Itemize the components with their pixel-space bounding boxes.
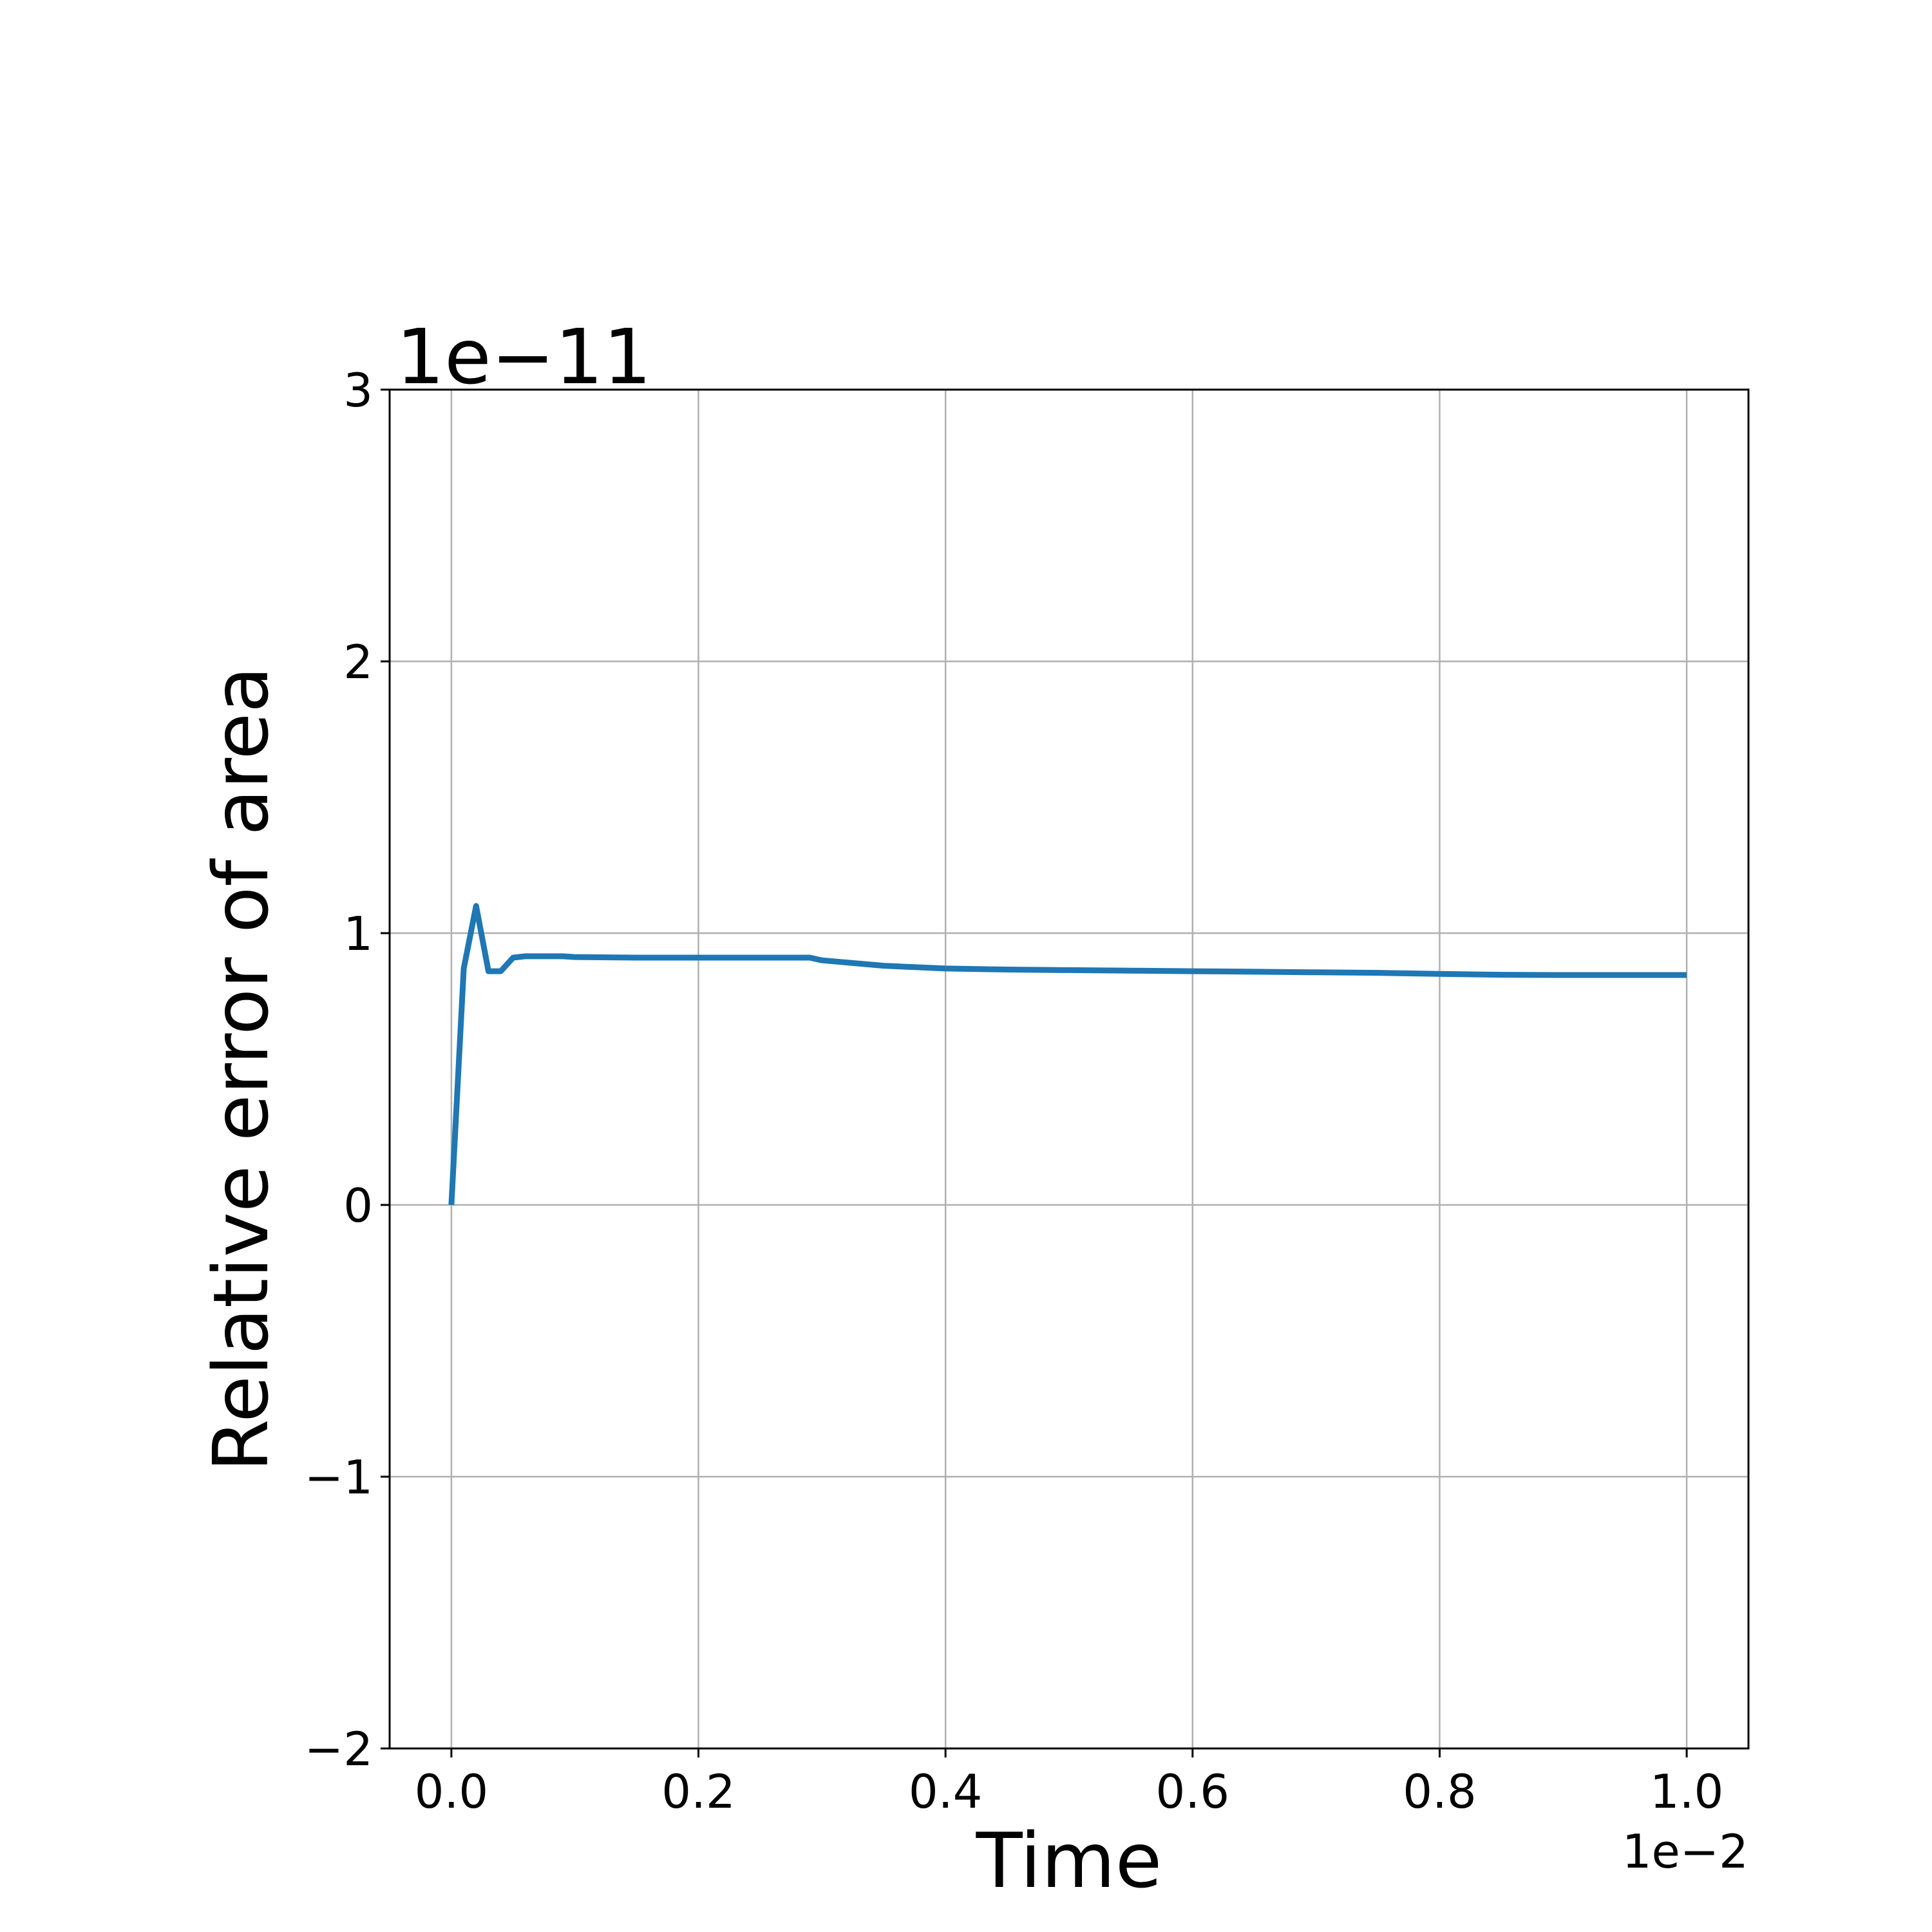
y-tick-label: 3 [343,363,373,417]
y-axis-offset-label: 1e−11 [396,312,652,401]
x-tick-label: 1.0 [1650,1765,1724,1819]
x-axis-offset-label: 1e−2 [1622,1824,1748,1879]
x-tick-label: 0.4 [909,1765,983,1819]
ticks-layer: 0.0 0.2 0.4 0.6 0.8 1.0 −2 −1 0 1 2 3 [305,363,1723,1819]
series-line-0 [448,903,1687,1206]
y-tick-label: 0 [343,1179,373,1233]
y-tick-label: 1 [343,907,373,961]
x-axis-label: Time [976,1816,1162,1905]
y-tick-label: −1 [305,1450,373,1504]
series-layer [448,903,1687,1206]
y-tick-label: −2 [305,1722,373,1776]
x-tick-label: 0.0 [415,1765,489,1819]
plot-frame [388,388,1750,1750]
x-tick-label: 0.8 [1403,1765,1477,1819]
x-tick-label: 0.2 [661,1765,735,1819]
labels-layer: Time Relative error of area 1e−2 1e−11 [196,312,1748,1905]
grid-layer [390,388,1748,1750]
y-tick-label: 2 [343,635,373,689]
y-axis-label: Relative error of area [196,667,285,1472]
x-tick-label: 0.6 [1156,1765,1230,1819]
